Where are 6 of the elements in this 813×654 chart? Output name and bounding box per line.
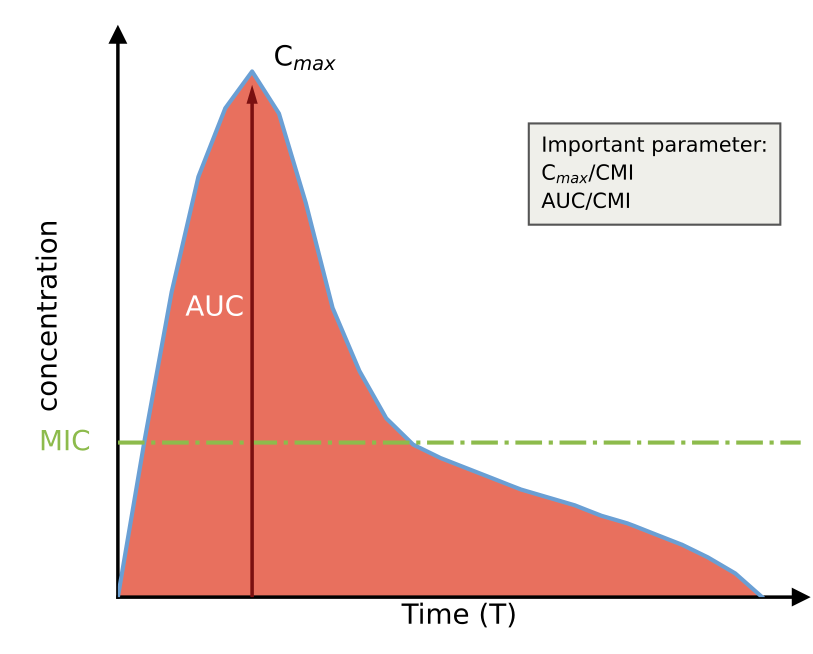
- x-axis-title: Time (T): [402, 602, 515, 628]
- text: C$_{max}$: [275, 44, 336, 70]
- annotation: Important parameter: C$_{max}$/CMI AUC/CMI: [541, 136, 766, 210]
- y-axis-title: concentration: [35, 222, 57, 411]
- annotation: AUC: [186, 295, 243, 316]
- ref-line-label: MIC: [42, 430, 90, 451]
